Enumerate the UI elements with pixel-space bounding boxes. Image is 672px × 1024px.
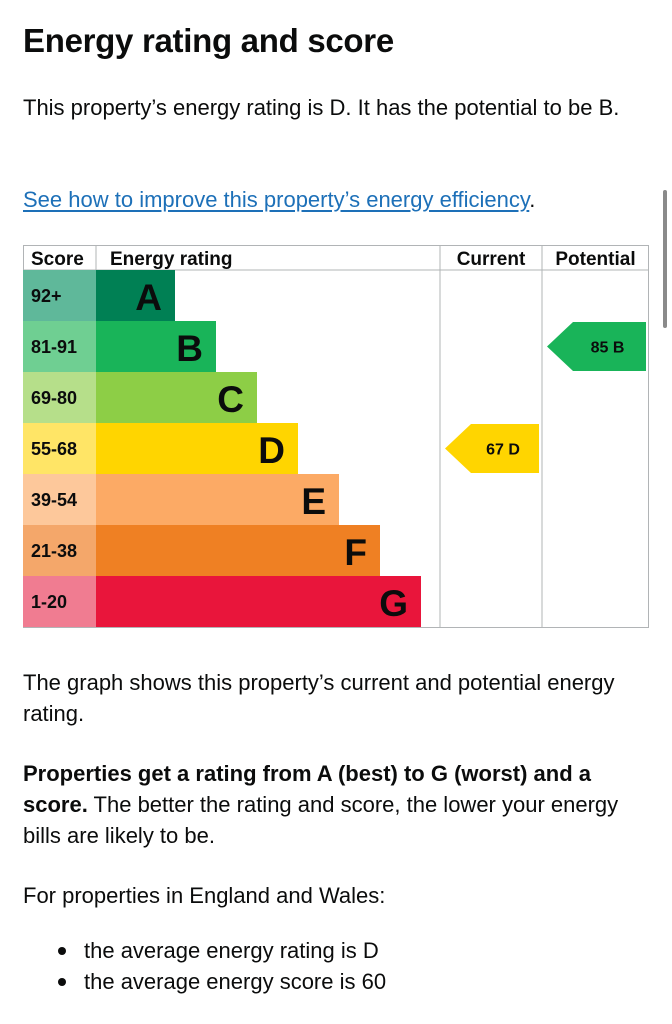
potential-rating-arrow [547, 322, 646, 371]
energy-rating-graph: Score Energy rating Current Potential 92+ A 81… [23, 245, 649, 628]
rating-explanation-bold: Properties get a rating from A (best) to… [23, 761, 591, 817]
rating-letter-b: B [176, 328, 203, 369]
rating-bar-c [96, 372, 257, 423]
page-title: Energy rating and score [23, 22, 394, 59]
score-range-a: 92+ [31, 286, 62, 306]
score-range-c: 69-80 [31, 388, 77, 408]
rating-explanation-rest: The better the rating and score, the low… [23, 792, 619, 848]
rating-bar-d [96, 423, 298, 474]
average-rating-item: the average energy rating is D [57, 935, 386, 966]
intro-text: This property’s energy rating is D. It h… [23, 95, 620, 120]
rating-letter-d: D [258, 430, 285, 471]
score-range-b: 81-91 [31, 337, 77, 357]
score-range-d: 55-68 [31, 439, 77, 459]
energy-rating-chart: Score Energy rating Current Potential 92+ A 81… [23, 245, 649, 628]
rating-letter-f: F [344, 532, 367, 573]
current-rating-arrow [445, 424, 539, 473]
improve-link-suffix: . [529, 187, 536, 212]
rating-explanation: Properties get a rating from A (best) to… [23, 758, 649, 851]
score-cell-e [23, 474, 96, 525]
score-cell-c [23, 372, 96, 423]
improve-line: See how to improve this property’s energ… [23, 184, 535, 215]
current-header: Current [457, 249, 526, 270]
rating-bar-a [96, 270, 175, 321]
potential-rating-label: 85 B [591, 340, 625, 357]
score-cell-b [23, 321, 96, 372]
score-range-e: 39-54 [31, 490, 77, 510]
score-cell-d [23, 423, 96, 474]
score-cell-g [23, 576, 96, 627]
rating-bar-e [96, 474, 339, 525]
rating-bar-g [96, 576, 421, 627]
region-text: For properties in England and Wales: [23, 883, 386, 908]
rating-letter-c: C [217, 379, 244, 420]
score-range-f: 21-38 [31, 541, 77, 561]
rating-bar-b [96, 321, 216, 372]
rating-letter-e: E [301, 481, 326, 522]
score-cell-f [23, 525, 96, 576]
rating-bar-f [96, 525, 380, 576]
improve-efficiency-link[interactable]: See how to improve this property’s energ… [23, 187, 530, 212]
current-rating-label: 67 D [486, 442, 520, 459]
averages-list: the average energy rating is D the avera… [23, 935, 386, 997]
graph-explanation: The graph shows this property’s current … [23, 670, 615, 726]
rating-letter-a: A [135, 277, 162, 318]
scrollbar[interactable] [663, 190, 667, 328]
energy-rating-header: Energy rating [110, 249, 232, 270]
rating-letter-g: G [379, 583, 408, 624]
average-score-item: the average energy score is 60 [57, 966, 386, 997]
potential-header: Potential [555, 249, 635, 270]
score-range-g: 1-20 [31, 592, 67, 612]
score-cell-a [23, 270, 96, 321]
score-header: Score [31, 249, 84, 270]
